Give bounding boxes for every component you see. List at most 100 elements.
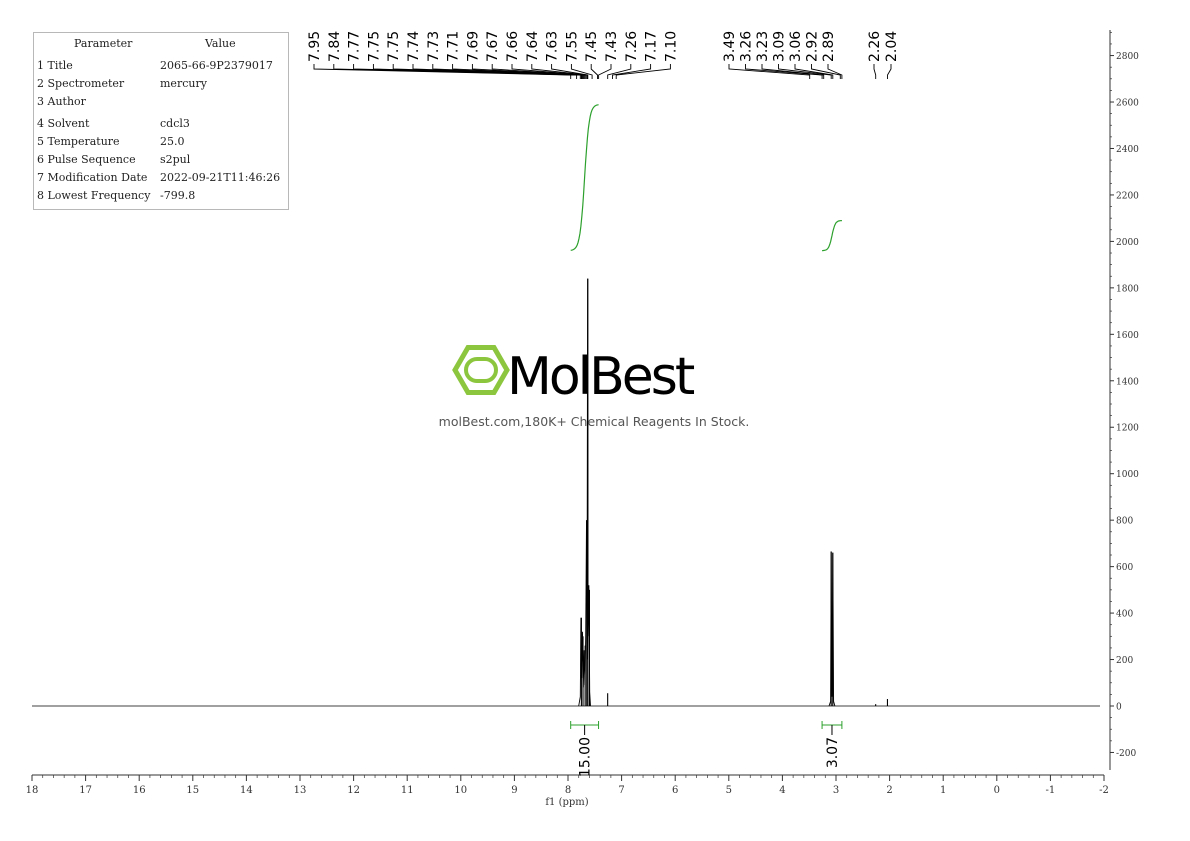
peak-label-connector: [778, 64, 832, 79]
y-tick-label: 2000: [1116, 238, 1139, 248]
peak-label: 3.23: [755, 31, 771, 62]
x-tick-label: 5: [726, 785, 732, 796]
x-tick-label: 1: [940, 785, 946, 796]
peak-label-connector: [794, 64, 834, 79]
y-tick-label: 600: [1116, 563, 1133, 573]
param-header-label: Parameter: [74, 37, 133, 50]
y-tick-label: 2200: [1116, 191, 1139, 201]
peak-label: 2.26: [867, 31, 883, 62]
x-axis-label: f1 (ppm): [545, 797, 588, 808]
param-row-value: cdcl3: [160, 117, 190, 130]
peak-label-connector: [570, 64, 593, 79]
param-row-label: 3 Author: [37, 95, 86, 108]
peak-label: 7.75: [366, 31, 382, 62]
y-tick-label: 400: [1116, 610, 1133, 620]
x-tick-label: 10: [454, 785, 467, 796]
integral-value: 15.00: [578, 737, 594, 777]
spectrum-multiplet: [578, 278, 591, 707]
peak-label: 7.74: [406, 31, 422, 62]
param-row-value: -799.8: [160, 189, 196, 202]
y-tick-label: 1200: [1116, 424, 1139, 434]
peak-label-connector: [511, 64, 587, 79]
spectrum-doublet: [828, 551, 836, 707]
peak-label-connector: [598, 64, 612, 79]
x-tick-label: 18: [26, 785, 39, 796]
peak-label-connector: [873, 64, 877, 79]
peak-label: 7.73: [426, 31, 442, 62]
peak-label: 2.04: [884, 31, 900, 62]
peak-label-connector: [491, 64, 587, 79]
x-tick-label: 6: [672, 785, 678, 796]
peak-label: 7.43: [604, 31, 620, 62]
peak-label-connector: [452, 64, 584, 79]
peak-label: 7.45: [584, 31, 600, 62]
peak-label: 3.49: [722, 31, 738, 62]
y-tick-label: 1000: [1116, 470, 1139, 480]
peak-label: 7.95: [307, 31, 323, 62]
peak-label: 7.17: [644, 31, 660, 62]
parameter-table: Parameter Value 1 Title 2065-66-9P2379017…: [33, 32, 289, 210]
x-tick-label: 11: [401, 785, 414, 796]
param-row-label: 7 Modification Date: [37, 171, 148, 184]
y-tick-label: 2600: [1116, 99, 1139, 109]
x-tick-label: 3: [833, 785, 839, 796]
peak-label-connector: [432, 64, 583, 79]
y-tick-label: 2800: [1116, 52, 1139, 62]
peak-label-connector: [471, 64, 586, 79]
param-row-value: 25.0: [160, 135, 185, 148]
peak-label-connector: [745, 64, 823, 79]
x-tick-label: 8: [565, 785, 571, 796]
x-tick-label: 4: [779, 785, 785, 796]
x-tick-label: 14: [240, 785, 253, 796]
peak-label-connector: [590, 64, 598, 79]
peak-label: 2.92: [805, 31, 821, 62]
param-row-label: 1 Title: [37, 59, 73, 72]
y-tick-label: 0: [1116, 703, 1122, 713]
y-tick-label: 1600: [1116, 331, 1139, 341]
x-tick-label: 12: [347, 785, 360, 796]
peak-label: 7.10: [663, 31, 679, 62]
peak-label-connector: [811, 64, 841, 79]
peak-label: 3.26: [739, 31, 755, 62]
peak-label-connector: [615, 64, 671, 79]
integral-curve: [570, 104, 599, 251]
param-row-label: 6 Pulse Sequence: [37, 153, 136, 166]
y-tick-label: 1800: [1116, 284, 1139, 294]
peak-label: 7.69: [465, 31, 481, 62]
param-header-value: Value: [205, 37, 236, 50]
watermark-tagline: molBest.com,180K+ Chemical Reagents In S…: [439, 414, 750, 429]
watermark: MolBest molBest.com,180K+ Chemical Reage…: [439, 345, 750, 429]
x-tick-label: 17: [79, 785, 92, 796]
integral-value: 3.07: [825, 737, 841, 768]
peak-label: 7.26: [624, 31, 640, 62]
peak-label-connector: [827, 64, 843, 79]
peak-label: 7.75: [386, 31, 402, 62]
y-tick-label: 2400: [1116, 145, 1139, 155]
y-tick-label: 800: [1116, 517, 1133, 527]
x-tick-label: 2: [886, 785, 892, 796]
param-row-label: 4 Solvent: [37, 117, 90, 130]
y-tick-label: 200: [1116, 656, 1133, 666]
y-tick-label: 1400: [1116, 377, 1139, 387]
peak-label-connector: [607, 64, 632, 79]
x-tick-label: 15: [186, 785, 199, 796]
param-row-label: 8 Lowest Frequency: [37, 189, 151, 202]
peak-label: 7.71: [446, 31, 462, 62]
logo-benzene-icon: [452, 345, 510, 395]
peak-label-connector: [531, 64, 588, 79]
logo-brand-text: MolBest: [507, 347, 695, 407]
peak-label-connector: [761, 64, 825, 79]
peak-label: 7.77: [347, 31, 363, 62]
peak-label: 7.55: [564, 31, 580, 62]
param-row-value: 2065-66-9P2379017: [160, 59, 273, 72]
peak-label: 3.09: [772, 31, 788, 62]
peak-label: 7.63: [545, 31, 561, 62]
peak-label-connector: [612, 64, 652, 79]
x-tick-label: 7: [618, 785, 624, 796]
y-tick-label: -200: [1116, 749, 1136, 759]
x-tick-label: -1: [1046, 785, 1056, 796]
integral-curve: [822, 220, 842, 252]
x-tick-label: 16: [133, 785, 146, 796]
param-row-label: 2 Spectrometer: [37, 77, 125, 90]
